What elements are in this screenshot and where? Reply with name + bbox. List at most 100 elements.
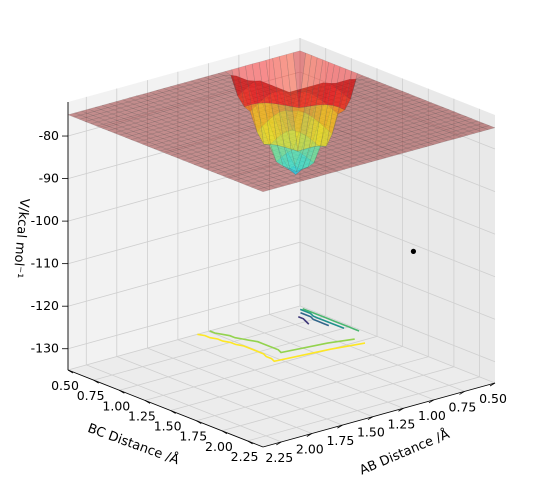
surface-patch bbox=[307, 88, 322, 94]
surface-patch bbox=[199, 164, 214, 170]
y-tick-label: 1.25 bbox=[128, 408, 156, 423]
surface-patch bbox=[294, 152, 308, 171]
surface-patch bbox=[400, 143, 415, 149]
surface-patch bbox=[178, 97, 193, 102]
surface-patch bbox=[236, 75, 250, 92]
surface-patch bbox=[116, 118, 131, 123]
surface-patch bbox=[434, 138, 448, 144]
surface-patch bbox=[361, 100, 376, 106]
surface-patch bbox=[172, 122, 187, 127]
surface-patch bbox=[233, 105, 248, 110]
surface-patch bbox=[297, 105, 311, 152]
surface-patch bbox=[411, 102, 426, 107]
surface-patch bbox=[388, 120, 403, 125]
surface-patch bbox=[343, 144, 358, 149]
surface-patch bbox=[168, 111, 183, 117]
surface-patch bbox=[310, 57, 324, 107]
surface-patch bbox=[375, 142, 390, 148]
surface-patch bbox=[275, 162, 290, 168]
surface-patch bbox=[213, 133, 228, 139]
surface-patch bbox=[93, 109, 108, 114]
surface-patch bbox=[325, 118, 340, 124]
surface-patch bbox=[127, 99, 142, 105]
surface-patch bbox=[370, 90, 385, 96]
surface-patch bbox=[347, 131, 362, 137]
surface-patch bbox=[345, 89, 360, 95]
surface-patch bbox=[149, 113, 164, 118]
surface-patch bbox=[275, 89, 290, 95]
surface-patch bbox=[326, 91, 341, 96]
surface-patch bbox=[172, 145, 187, 150]
surface-patch bbox=[108, 101, 123, 106]
surface-patch bbox=[206, 135, 221, 141]
surface-patch bbox=[221, 150, 236, 156]
surface-patch bbox=[324, 82, 338, 109]
surface-patch bbox=[327, 133, 342, 138]
surface-patch bbox=[230, 140, 245, 146]
surface-patch bbox=[250, 88, 265, 94]
surface-patch bbox=[396, 137, 411, 142]
surface-patch bbox=[378, 134, 392, 140]
surface-patch bbox=[218, 140, 233, 145]
surface-patch bbox=[343, 78, 357, 100]
surface-patch bbox=[220, 108, 235, 114]
surface-patch bbox=[236, 119, 251, 125]
surface-patch bbox=[208, 104, 223, 110]
surface-patch bbox=[337, 145, 351, 151]
surface-patch bbox=[385, 128, 400, 134]
contour-line bbox=[302, 307, 360, 332]
surface-patch bbox=[67, 112, 82, 118]
surface-patch bbox=[396, 114, 410, 119]
surface-patch bbox=[278, 177, 293, 183]
surface-patch bbox=[287, 94, 302, 99]
surface-patch bbox=[141, 142, 156, 147]
surface-patch bbox=[286, 121, 301, 127]
surface-patch bbox=[180, 139, 195, 144]
surface-patch bbox=[332, 116, 347, 122]
surface-patch bbox=[96, 123, 110, 129]
surface-patch bbox=[257, 183, 272, 188]
surface-patch bbox=[399, 147, 414, 153]
surface-patch bbox=[265, 177, 280, 182]
surface-patch bbox=[395, 141, 410, 147]
surface-patch bbox=[246, 105, 261, 111]
surface-patch bbox=[186, 141, 201, 146]
surface-patch bbox=[387, 124, 401, 130]
surface-patch bbox=[271, 85, 285, 92]
surface-patch bbox=[314, 104, 328, 147]
surface-patch bbox=[115, 99, 129, 105]
contour-line bbox=[300, 311, 330, 327]
surface-patch bbox=[352, 87, 367, 93]
surface-patch bbox=[301, 159, 316, 165]
surface-patch bbox=[324, 145, 339, 151]
surface-patch bbox=[270, 110, 285, 116]
z-tick-label: -120 bbox=[31, 298, 59, 313]
surface-patch bbox=[320, 162, 335, 167]
surface-patch bbox=[167, 142, 181, 148]
surface-patch bbox=[366, 130, 381, 135]
surface-patch bbox=[336, 122, 351, 128]
surface-patch bbox=[216, 75, 231, 81]
surface-patch bbox=[355, 75, 370, 81]
surface-patch bbox=[298, 112, 313, 137]
surface-patch bbox=[302, 109, 317, 114]
surface-patch bbox=[181, 134, 196, 140]
surface-patch bbox=[110, 116, 125, 121]
surface-patch bbox=[154, 142, 169, 148]
surface-patch bbox=[335, 81, 350, 86]
surface-patch bbox=[317, 124, 332, 130]
surface-patch bbox=[163, 132, 178, 137]
surface-patch bbox=[209, 77, 224, 82]
z-axis-title: V/kcal mol⁻¹ bbox=[10, 198, 32, 279]
surface-patch bbox=[244, 136, 259, 142]
surface-patch bbox=[400, 120, 415, 126]
surface-patch bbox=[144, 106, 159, 112]
surface-patch bbox=[243, 140, 258, 146]
surface-patch bbox=[430, 127, 445, 133]
surface-patch bbox=[441, 132, 456, 138]
surface-patch bbox=[136, 112, 151, 118]
surface-patch bbox=[298, 125, 312, 131]
surface-patch bbox=[251, 61, 266, 104]
surface-patch bbox=[210, 169, 225, 174]
surface-patch bbox=[160, 144, 175, 150]
